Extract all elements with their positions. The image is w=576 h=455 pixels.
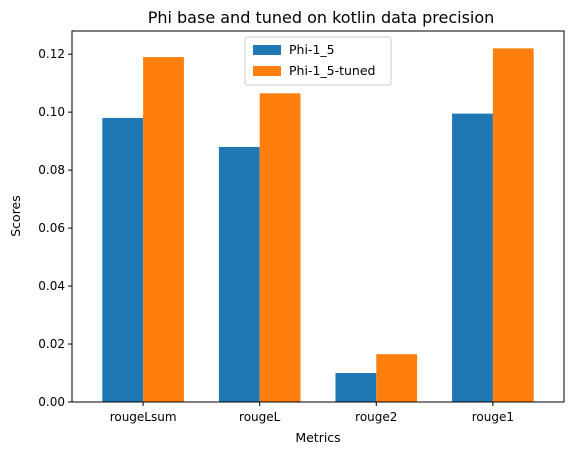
y-tick-label: 0.08 [38,163,65,177]
legend-box [244,36,392,86]
y-tick-label: 0.12 [38,47,65,61]
bar-Phi-1_5-rouge1 [452,113,493,402]
bar-Phi-1_5-tuned-rouge1 [492,48,534,402]
bar-Phi-1_5-tuned-rouge2 [376,354,418,402]
y-tick-label: 0.10 [38,105,65,119]
x-tick-label: rouge1 [472,410,514,424]
x-tick-label: rouge2 [355,410,397,424]
chart-title: Phi base and tuned on kotlin data precis… [148,8,495,27]
bar-Phi-1_5-tuned-rougeL [259,93,301,402]
legend-swatch-Phi-1_5 [253,45,281,55]
plot-frame [71,30,565,403]
x-tick-label: rougeL [239,410,281,424]
legend-swatch-Phi-1_5-tuned [253,66,281,76]
x-axis-label: Metrics [295,430,340,445]
y-tick-label: 0.00 [38,395,65,409]
bar-Phi-1_5-rougeLsum [102,117,144,402]
bar-Phi-1_5-rougeL [218,146,260,402]
legend-label-Phi-1_5-tuned: Phi-1_5-tuned [289,63,375,78]
y-tick-label: 0.02 [38,337,65,351]
legend-label-Phi-1_5: Phi-1_5 [289,42,335,57]
y-tick-label: 0.06 [38,221,65,235]
x-tick-label: rougeLsum [110,410,177,424]
y-tick-label: 0.04 [38,279,65,293]
bar-Phi-1_5-rouge2 [335,373,377,402]
y-axis: 0.00 0.02 0.04 0.06 0.08 0.10 0.12 [38,47,72,409]
y-axis-label: Scores [8,195,23,237]
bar-Phi-1_5-tuned-rougeLsum [143,57,184,402]
x-axis: rougeLsum rougeL rouge2 rouge1 [110,402,514,424]
legend: Phi-1_5 Phi-1_5-tuned [244,36,392,86]
bars-layer [102,48,534,402]
